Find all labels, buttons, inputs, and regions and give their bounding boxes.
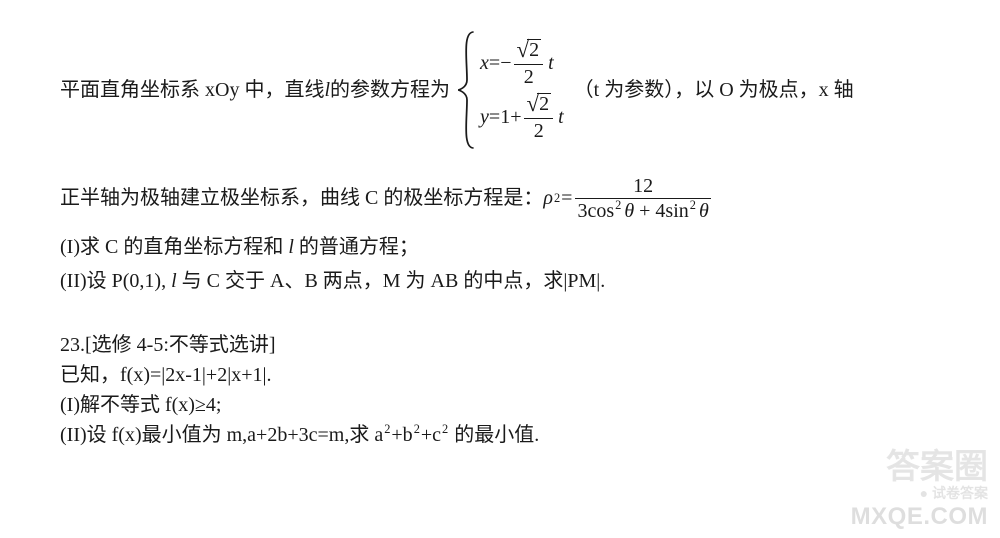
q22-p1-b: 的普通方程； <box>294 236 419 258</box>
q22-text-b: 的参数方程为 <box>330 75 450 105</box>
eq-row-2: y = 1 + √2 2 t <box>480 90 564 144</box>
q23-p1: (I)解不等式 f(x)≥4; <box>60 390 960 420</box>
eq1-lhs: x <box>480 48 489 78</box>
den-cos: cos <box>587 200 614 222</box>
watermark: 答案圈 ● 试卷答案 MXQE.COM <box>851 446 988 532</box>
watermark-line1: 答案圈 <box>851 446 988 489</box>
eq2-frac: √2 2 <box>524 93 553 141</box>
eq2-sqrt: √2 <box>526 93 551 116</box>
eq2-plus: + <box>510 102 521 132</box>
q22-part2: (II)设 P(0,1), l 与 C 交于 A、B 两点，M 为 AB 的中点… <box>60 266 960 296</box>
q22-part1: (I)求 C 的直角坐标方程和 l 的普通方程； <box>60 232 960 262</box>
eq2-eq: = <box>489 102 500 132</box>
q23-exp-c: 2 <box>442 422 448 436</box>
watermark-sub: ● 试卷答案 <box>851 485 988 503</box>
eq1-frac: √2 2 <box>514 39 543 87</box>
eq1-den: 2 <box>522 65 536 87</box>
eq1-neg: − <box>500 48 511 78</box>
den-theta-1: θ <box>624 200 634 222</box>
eq1-eq: = <box>489 48 500 78</box>
watermark-line2: MXQE.COM <box>851 502 988 532</box>
q22-p2-b: 与 C 交于 A、B 两点，M 为 AB 的中点，求|PM|. <box>177 270 606 292</box>
q23-p2-a: (II)设 f(x)最小值为 m,a+2b+3c=m,求 a <box>60 424 383 446</box>
q23-p2-b: +b <box>391 424 412 446</box>
rho: ρ <box>543 183 553 213</box>
den-3: 3 <box>577 200 587 222</box>
eq1-sqrt: √2 <box>516 39 541 62</box>
eq2-sqrt-rad: 2 <box>537 93 551 114</box>
q22-line2: 正半轴为极轴建立极坐标系，曲线 C 的极坐标方程是： ρ 2 = 12 3cos… <box>60 168 960 228</box>
eq2-lhs: y <box>480 102 489 132</box>
den-sin-exp: 2 <box>690 198 696 212</box>
q23-exp-a: 2 <box>384 422 390 436</box>
q22-p1-a: (I)求 C 的直角坐标方程和 <box>60 236 288 258</box>
left-brace <box>456 30 478 150</box>
q22-p2-a: (II)设 P(0,1), <box>60 270 171 292</box>
q22-line1: 平面直角坐标系 xOy 中，直线 l 的参数方程为 x = − √2 <box>60 20 960 160</box>
eq2-t: t <box>558 102 564 132</box>
row2-num: 12 <box>631 176 655 198</box>
q23-p1-text: (I)解不等式 f(x)≥4; <box>60 394 222 416</box>
q23-p2-d: 的最小值. <box>449 424 539 446</box>
eq2-den: 2 <box>532 119 546 141</box>
den-4: 4 <box>655 200 665 222</box>
row2-den: 3cos2θ + 4sin2θ <box>575 199 710 221</box>
den-cos-exp: 2 <box>615 198 621 212</box>
q23-p2: (II)设 f(x)最小值为 m,a+2b+3c=m,求 a2+b2+c2 的最… <box>60 420 960 450</box>
den-plus: + <box>634 200 655 222</box>
q22-system: x = − √2 2 t y = 1 <box>456 30 568 150</box>
eq-row-1: x = − √2 2 t <box>480 36 564 90</box>
q23-exp-b: 2 <box>414 422 420 436</box>
q23: 23.[选修 4-5:不等式选讲] 已知，f(x)=|2x-1|+2|x+1|.… <box>60 330 960 450</box>
den-theta-2: θ <box>699 200 709 222</box>
q23-header: 23.[选修 4-5:不等式选讲] <box>60 330 960 360</box>
q23-p2-c: +c <box>421 424 441 446</box>
q22-text-a: 平面直角坐标系 xOy 中，直线 <box>60 75 324 105</box>
den-sin: sin <box>665 200 688 222</box>
q22-text-c: （t 为参数），以 O 为极点，x 轴 <box>574 75 854 105</box>
eq2-one: 1 <box>500 102 510 132</box>
q23-given: 已知，f(x)=|2x-1|+2|x+1|. <box>60 360 960 390</box>
eq1-t: t <box>548 48 554 78</box>
row2-frac: 12 3cos2θ + 4sin2θ <box>575 176 710 221</box>
eq1-sqrt-rad: 2 <box>527 39 541 60</box>
q22-row2-a: 正半轴为极轴建立极坐标系，曲线 C 的极坐标方程是： <box>60 183 543 213</box>
system-eqs: x = − √2 2 t y = 1 <box>478 30 568 150</box>
row2-eq: = <box>561 183 572 213</box>
